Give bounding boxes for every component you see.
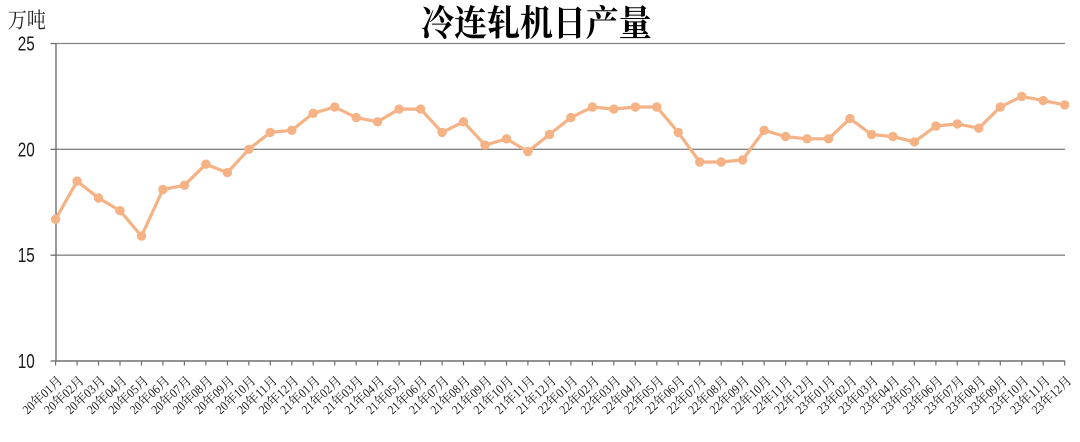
svg-text:15: 15 [18, 244, 35, 267]
svg-text:25: 25 [18, 33, 35, 56]
svg-text:12: 12 [1047, 382, 1065, 400]
svg-text:20: 20 [18, 138, 35, 161]
svg-text:10: 10 [18, 350, 35, 373]
